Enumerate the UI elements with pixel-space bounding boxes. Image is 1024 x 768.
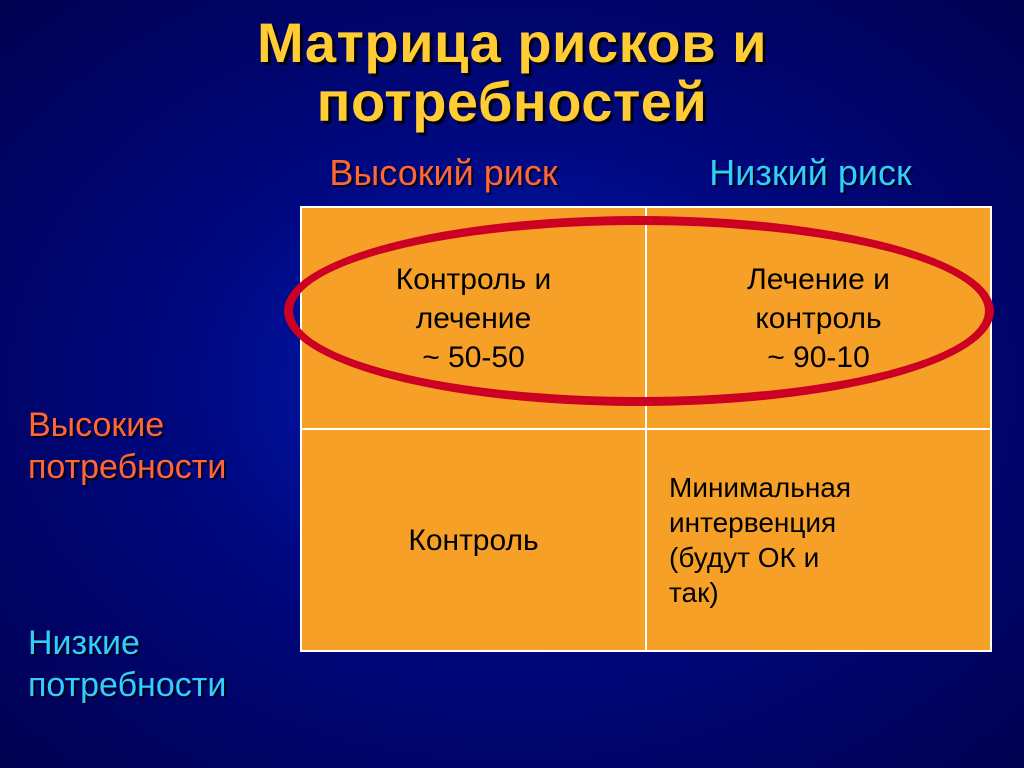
row-low-l1: Низкие xyxy=(28,624,140,662)
cell-tr-l1: Лечение и xyxy=(747,263,890,296)
cell-high-risk-high-need: Контроль и лечение ~ 50-50 xyxy=(301,207,646,429)
cell-tl-l1: Контроль и xyxy=(396,263,551,296)
risk-matrix: Контроль и лечение ~ 50-50 Лечение и кон… xyxy=(300,206,992,652)
cell-tr-l3: ~ 90-10 xyxy=(767,341,870,374)
cell-high-risk-low-need: Контроль xyxy=(301,429,646,651)
slide-title: Матрица рисков и потребностей xyxy=(0,0,1024,132)
row-low-needs: Низкие потребности xyxy=(28,622,226,707)
cell-br-l2: интервенция xyxy=(669,507,836,538)
cell-tr-l2: контроль xyxy=(755,302,881,335)
col-high-risk: Высокий риск xyxy=(260,152,627,194)
cell-low-risk-low-need: Минимальная интервенция (будут ОК и так) xyxy=(646,429,991,651)
row-high-l2: потребности xyxy=(28,448,226,486)
matrix-row-bottom: Контроль Минимальная интервенция (будут … xyxy=(301,429,991,651)
column-headers: Высокий риск Низкий риск xyxy=(260,152,994,194)
title-line1: Матрица рисков и xyxy=(257,11,767,74)
cell-tl-l2: лечение xyxy=(416,302,532,335)
col-low-risk: Низкий риск xyxy=(627,152,994,194)
cell-br-l4: так) xyxy=(669,577,719,608)
row-high-needs: Высокие потребности xyxy=(28,404,226,489)
cell-tl-l3: ~ 50-50 xyxy=(422,341,525,374)
cell-br-l3: (будут ОК и xyxy=(669,542,819,573)
cell-low-risk-high-need: Лечение и контроль ~ 90-10 xyxy=(646,207,991,429)
row-low-l2: потребности xyxy=(28,666,226,704)
matrix-row-top: Контроль и лечение ~ 50-50 Лечение и кон… xyxy=(301,207,991,429)
row-high-l1: Высокие xyxy=(28,406,164,444)
cell-br-l1: Минимальная xyxy=(669,472,851,503)
title-line2: потребностей xyxy=(317,70,708,133)
cell-bl-text: Контроль xyxy=(408,521,538,560)
